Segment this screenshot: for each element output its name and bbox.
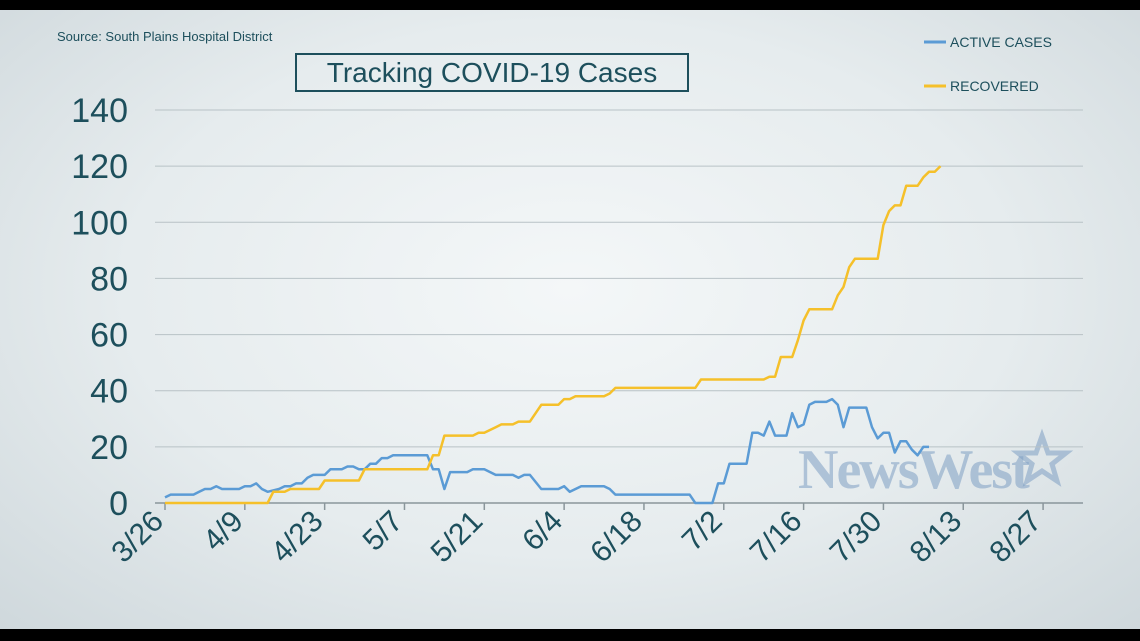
x-axis-tick-labels: 3/26 4/9 4/23 5/7 5/21 6/4 6/18 7/2 7/16 7/30 8/13… xyxy=(105,503,1048,569)
x-tick-label: 8/13 xyxy=(904,505,969,570)
grid-lines xyxy=(155,109,1083,448)
y-tick-label: 40 xyxy=(90,373,128,411)
series-lines xyxy=(164,165,942,505)
y-tick-label: 20 xyxy=(90,429,128,467)
y-tick-label: 60 xyxy=(90,317,128,355)
chart-title-box: Tracking COVID-19 Cases xyxy=(295,53,689,92)
y-tick-label: 140 xyxy=(71,92,128,130)
chart-background: NewsWest 0 20 40 60 80 100 120 140 3/26 4/9 4/23 5… xyxy=(0,10,1140,629)
y-tick-label: 80 xyxy=(90,260,128,298)
x-tick-label: 4/23 xyxy=(265,505,330,570)
series-line-active-cases xyxy=(164,397,929,505)
source-label: Source: South Plains Hospital District xyxy=(57,29,273,44)
y-axis-tick-labels: 0 20 40 60 80 100 120 140 xyxy=(71,92,128,523)
x-tick-label: 5/7 xyxy=(357,505,410,558)
newswest-watermark: NewsWest xyxy=(798,428,1074,501)
x-tick-label: 6/4 xyxy=(516,505,569,558)
title-border xyxy=(295,53,689,92)
x-tick-label: 4/9 xyxy=(197,505,250,558)
watermark-star-icon xyxy=(1010,428,1074,487)
x-tick-label: 8/27 xyxy=(983,505,1048,570)
x-tick-label: 7/2 xyxy=(676,505,729,558)
chart-title: Tracking COVID-19 Cases xyxy=(327,57,657,88)
x-tick-label: 6/18 xyxy=(584,505,649,570)
y-tick-label: 0 xyxy=(109,485,128,523)
series-line-recovered xyxy=(165,165,942,505)
legend-label-recovered: RECOVERED xyxy=(950,78,1039,94)
x-tick-label: 7/16 xyxy=(744,505,809,570)
y-tick-label: 120 xyxy=(71,148,128,186)
y-tick-label: 100 xyxy=(71,204,128,242)
legend: ACTIVE CASES RECOVERED xyxy=(924,34,1052,94)
x-tick-label: 5/21 xyxy=(425,505,490,570)
x-tick-label: 7/30 xyxy=(824,505,889,570)
legend-label-active: ACTIVE CASES xyxy=(950,34,1052,50)
watermark-text: NewsWest xyxy=(798,439,1030,501)
